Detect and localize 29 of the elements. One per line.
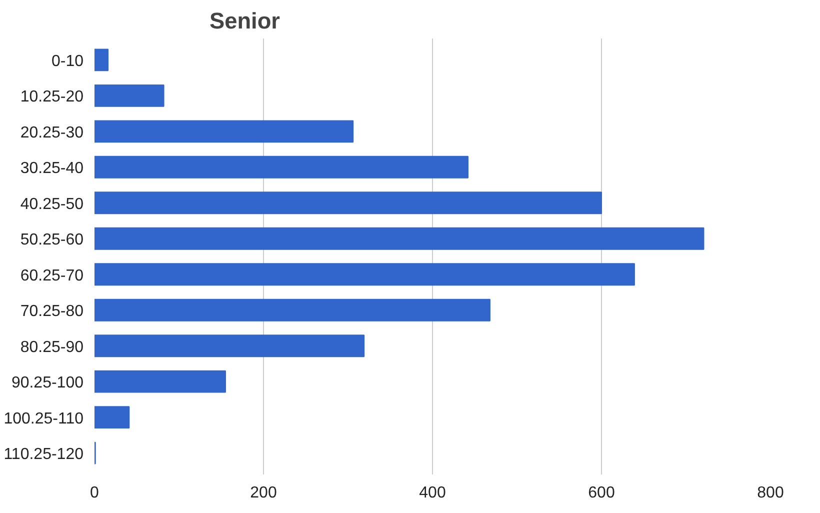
chart-title: Senior — [210, 8, 280, 34]
x-tick-label: 200 — [250, 484, 277, 502]
bar — [94, 370, 226, 393]
y-tick-label: 40.25-50 — [20, 196, 84, 213]
bar — [94, 84, 164, 107]
x-tick-label: 600 — [588, 484, 615, 502]
x-tick-label: 0 — [90, 484, 100, 502]
y-tick-label: 20.25-30 — [20, 124, 84, 142]
y-tick-label: 70.25-80 — [20, 303, 84, 320]
bar — [94, 156, 468, 178]
bar — [94, 192, 602, 214]
y-tick-label: 90.25-100 — [11, 374, 84, 392]
bar — [94, 48, 109, 72]
bar — [94, 334, 365, 358]
bar — [94, 406, 130, 429]
y-tick-label: 80.25-90 — [20, 338, 84, 356]
y-tick-label: 100.25-110 — [4, 410, 84, 428]
y-tick-label: 30.25-40 — [20, 160, 84, 178]
y-tick-label: 60.25-70 — [20, 267, 84, 284]
bar — [94, 263, 635, 286]
y-tick-label: 0-10 — [51, 52, 84, 70]
y-tick-label: 110.25-120 — [4, 446, 84, 464]
y-tick-label: 50.25-60 — [20, 232, 84, 249]
bar — [94, 227, 704, 250]
bar — [94, 298, 490, 322]
bar — [94, 120, 354, 143]
y-tick-label: 10.25-20 — [20, 88, 84, 106]
x-tick-label: 800 — [757, 484, 784, 502]
x-tick-label: 400 — [419, 484, 446, 502]
